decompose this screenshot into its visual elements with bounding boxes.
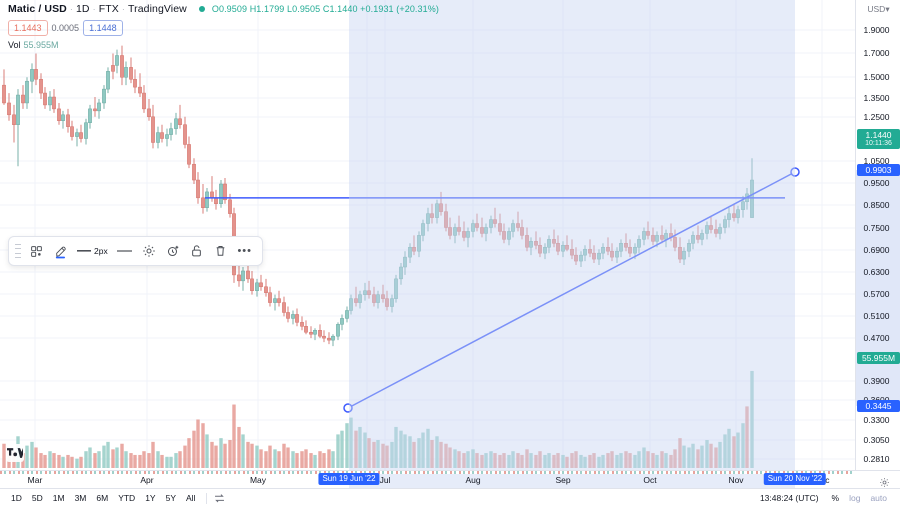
line-style-icon[interactable]	[114, 240, 136, 262]
pencil-color-icon[interactable]	[49, 240, 71, 262]
ask-price[interactable]: 1.1448	[83, 20, 123, 36]
time-tick-label: Sep	[555, 475, 571, 485]
date-badge[interactable]: Sun 19 Jun '22	[318, 473, 380, 485]
time-tick-label: Nov	[728, 475, 744, 485]
date-badge[interactable]: Sun 20 Nov '22	[763, 473, 827, 485]
price-tick-label: 0.2810	[863, 454, 890, 464]
price-volume-series	[0, 0, 855, 470]
price-tick-label: 1.2500	[863, 112, 890, 122]
chart-legend: Matic / USD · 1D · FTX · TradingView O0.…	[8, 2, 439, 50]
price-scale[interactable]: USD▾ 1.9000 1.7000 1.5000 1.3500 1.2500 1.050…	[855, 0, 900, 470]
replay-icon[interactable]	[213, 492, 225, 504]
price-tick-label: 0.3050	[863, 435, 890, 445]
time-tick-band	[0, 471, 855, 474]
legend-title-row: Matic / USD · 1D · FTX · TradingView O0.…	[8, 2, 439, 16]
ohlc-values: O0.9509 H1.1799 L0.9505 C1.1440 +0.1931 …	[211, 4, 439, 14]
trash-icon[interactable]	[210, 240, 232, 262]
bottom-toolbar[interactable]: 1D 5D 1M 3M 6M YTD 1Y 5Y All 13:48:24 (UTC) % lo…	[0, 488, 900, 507]
range-button-5y[interactable]: 5Y	[165, 493, 176, 503]
price-tick-label: 0.3900	[863, 376, 890, 386]
tradingview-logo	[6, 444, 24, 462]
time-tick-label: Oct	[643, 475, 657, 485]
bid-price[interactable]: 1.1443	[8, 20, 48, 36]
quote-row: 1.1443 0.0005 1.1448	[8, 20, 439, 36]
price-tick-label: 0.8500	[863, 200, 890, 210]
price-tick-label: 0.3300	[863, 415, 890, 425]
volume-label: Vol	[8, 40, 21, 50]
current-price-badge[interactable]: 1.1440 10:11:36	[857, 129, 900, 149]
drawing-toolbar[interactable]: 2px •••	[8, 236, 263, 266]
range-button-3m[interactable]: 3M	[74, 493, 87, 503]
gear-icon[interactable]	[879, 475, 890, 487]
time-tick-label: May	[249, 475, 267, 485]
interval-label[interactable]: 1D	[75, 3, 90, 15]
range-button-1y[interactable]: 1Y	[145, 493, 156, 503]
range-button-all[interactable]: All	[186, 493, 196, 503]
time-tick-label: Apr	[140, 475, 154, 485]
symbol-name[interactable]: Matic / USD	[8, 3, 67, 15]
selection-highlight	[349, 0, 795, 470]
price-tick-label: 1.7000	[863, 48, 890, 58]
add-alert-icon[interactable]	[162, 240, 184, 262]
price-tick-label: 0.6300	[863, 267, 890, 277]
time-tick-label: Mar	[27, 475, 43, 485]
price-tick-label: 1.0500	[863, 156, 890, 166]
toolbar-divider	[206, 492, 208, 504]
templates-icon[interactable]	[25, 240, 47, 262]
crosshair-price-badge[interactable]: 0.9903	[857, 164, 900, 176]
log-toggle[interactable]: log	[849, 493, 861, 503]
price-tick-label: 0.5700	[863, 289, 890, 299]
price-tick-label: 1.5000	[863, 72, 890, 82]
clock-time[interactable]: 13:48:24 (UTC)	[759, 493, 819, 503]
unlock-icon[interactable]	[186, 240, 208, 262]
percent-toggle[interactable]: %	[831, 493, 840, 503]
price-tick-label: 0.4700	[863, 333, 890, 343]
price-tick-label: 0.5100	[863, 311, 890, 321]
time-tick-label: Jul	[379, 475, 391, 485]
time-scale-highlight	[349, 474, 795, 489]
time-range-buttons[interactable]: 1D 5D 1M 3M 6M YTD 1Y 5Y All	[0, 491, 200, 505]
drag-handle-icon[interactable]	[15, 244, 21, 258]
range-button-1d[interactable]: 1D	[11, 493, 22, 503]
time-tick-label: Aug	[465, 475, 481, 485]
source-status-dot	[198, 6, 205, 12]
range-button-1m[interactable]: 1M	[52, 493, 65, 503]
legend-sep: ·	[121, 4, 125, 14]
more-options-icon[interactable]: •••	[237, 245, 252, 257]
price-tick-label: 1.3500	[863, 93, 890, 103]
chart-pane[interactable]	[0, 0, 855, 470]
line-width-value: 2px	[94, 246, 108, 256]
exchange-label[interactable]: FTX	[98, 3, 119, 15]
bottom-right-controls[interactable]: 13:48:24 (UTC) % log auto	[760, 491, 900, 505]
source-label[interactable]: TradingView	[127, 3, 187, 15]
time-scale[interactable]: MarAprMayJunJulAugSepOctNovDecSun 19 Jun…	[0, 470, 900, 489]
legend-sep: ·	[92, 4, 96, 14]
spread-value: 0.0005	[51, 23, 80, 33]
range-button-6m[interactable]: 6M	[96, 493, 109, 503]
line-width-button[interactable]: 2px	[73, 246, 112, 256]
gear-icon[interactable]	[138, 240, 160, 262]
range-button-ytd[interactable]: YTD	[118, 493, 136, 503]
price-scale-highlight	[856, 170, 900, 406]
volume-legend[interactable]: Vol 55.955M	[8, 40, 439, 50]
auto-toggle[interactable]: auto	[870, 493, 887, 503]
price-tick-label: 0.7500	[863, 223, 890, 233]
price-scale-currency[interactable]: USD▾	[867, 4, 890, 14]
price-tick-label: 0.9500	[863, 178, 890, 188]
price-tick-label: 0.6900	[863, 245, 890, 255]
range-button-5d[interactable]: 5D	[31, 493, 43, 503]
legend-sep: ·	[69, 4, 73, 14]
crosshair-volume-badge[interactable]: 0.3445	[857, 400, 900, 412]
volume-value-badge[interactable]: 55.955M	[857, 352, 900, 364]
price-tick-label: 1.9000	[863, 25, 890, 35]
volume-value: 55.955M	[23, 40, 59, 50]
